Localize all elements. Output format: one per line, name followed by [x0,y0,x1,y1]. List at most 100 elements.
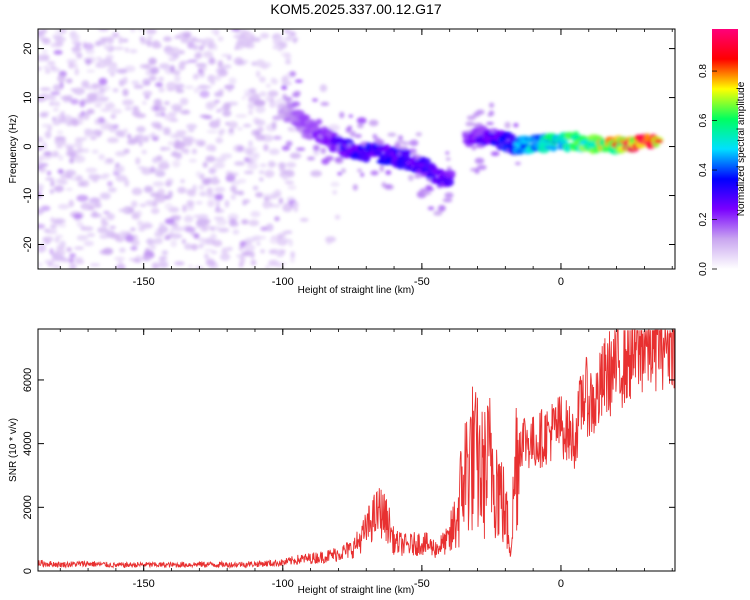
noise-blob [81,80,90,88]
noise-blob [133,236,138,244]
y-tick-label: 6000 [22,368,34,392]
noise-blob [151,262,160,269]
noise-blob [87,206,95,211]
noise-blob [184,85,194,90]
noise-blob [253,99,266,107]
noise-blob [210,233,217,240]
noise-blob [254,37,261,43]
noise-blob [94,200,102,209]
noise-blob [110,108,123,115]
noise-blob [53,50,63,55]
noise-blob [128,257,140,262]
ridge-side-blob [486,122,494,125]
noise-blob [273,135,282,140]
noise-blob [86,233,96,237]
noise-blob [268,148,280,155]
ridge-side-blob [398,145,409,150]
noise-blob [115,130,125,137]
ridge-side-blob [296,147,306,151]
noise-blob [49,248,54,255]
noise-blob [222,110,232,117]
noise-blob [265,265,270,269]
noise-blob [90,136,97,141]
noise-blob [102,173,111,177]
noise-blob [228,77,237,85]
noise-blob [184,243,193,250]
noise-blob [231,29,241,32]
noise-blob [205,144,217,152]
noise-blob [213,162,225,169]
noise-blob [122,76,128,85]
noise-blob [216,118,221,125]
noise-blob [289,256,295,264]
noise-blob [58,154,64,161]
ridge-side-blob [490,151,500,156]
ridge-side-blob [414,174,422,179]
noise-blob [207,41,214,50]
noise-blob [52,218,64,224]
noise-blob [115,151,127,157]
noise-blob [214,208,225,213]
noise-blob [97,96,108,104]
noise-blob [43,228,51,233]
noise-blob [182,204,187,213]
noise-blob [241,219,249,225]
noise-blob [122,88,129,97]
noise-blob [168,58,177,61]
noise-blob [151,43,162,49]
noise-blob [71,40,81,46]
noise-blob [42,236,54,243]
noise-blob [299,218,309,222]
noise-blob [38,136,44,143]
ridge-blob [298,114,311,120]
noise-blob [60,111,65,115]
ridge-side-blob [385,170,392,176]
noise-blob [227,56,232,60]
noise-blob [259,76,266,83]
y-tick-label: 0 [22,143,34,149]
noise-blob [165,49,174,57]
noise-blob [284,29,290,34]
noise-blob [165,81,177,90]
noise-blob [76,221,84,228]
noise-blob [181,136,194,141]
noise-blob [157,188,165,197]
noise-blob [206,130,218,134]
noise-blob [214,29,220,37]
noise-blob [288,127,299,132]
noise-blob [164,113,176,121]
noise-blob [223,102,231,110]
noise-blob [119,247,126,253]
x-tick-label: -50 [414,276,430,288]
ridge-side-blob [476,164,487,170]
ridge-side-blob [445,157,451,161]
noise-blob [112,46,125,51]
noise-blob [192,184,197,193]
ridge-side-blob [514,161,521,166]
noise-blob [170,239,178,248]
noise-blob [98,77,108,86]
noise-blob [186,200,195,207]
ridge-side-blob [437,205,446,212]
noise-blob [73,155,86,163]
ridge-side-blob [339,111,345,119]
y-tick-label: -20 [22,237,34,253]
noise-blob [278,197,283,204]
noise-blob [156,155,163,162]
noise-blob [137,166,146,170]
noise-blob [198,184,205,191]
noise-blob [310,170,322,177]
noise-blob [271,163,276,167]
noise-blob [158,86,165,93]
noise-blob [45,241,50,245]
noise-blob [98,29,109,32]
noise-blob [57,74,66,83]
noise-blob [101,192,111,200]
noise-blob [209,56,215,65]
noise-blob [72,50,80,55]
ridge-blob [559,138,569,144]
noise-blob [164,101,170,106]
ridge-side-blob [442,198,453,203]
colorbar: 0.0 0.2 0.4 0.6 0.8 Normalized spectral ampl… [698,29,747,276]
noise-blob [141,167,153,175]
